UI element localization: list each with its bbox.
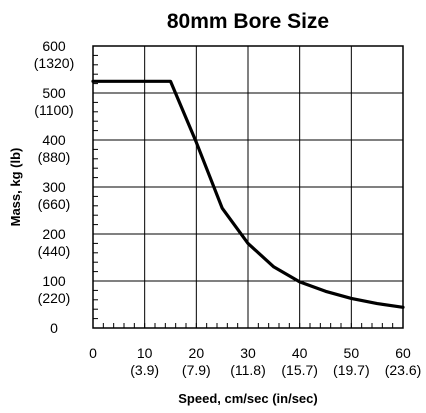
series-line <box>91 79 405 309</box>
y-tick-label: 200 <box>42 226 66 242</box>
x-tick-sublabel: (7.9) <box>182 362 211 378</box>
x-tick-label: 30 <box>240 345 256 361</box>
x-tick-sublabel: (19.7) <box>333 362 370 378</box>
y-axis-label: Mass, kg (lb) <box>8 148 23 227</box>
x-tick-label: 20 <box>189 345 205 361</box>
minor-ticks <box>92 45 404 329</box>
y-tick-label: 0 <box>50 320 58 336</box>
y-tick-label: 500 <box>42 85 66 101</box>
plot-frame <box>92 45 404 329</box>
x-axis-label: Speed, cm/sec (in/sec) <box>178 391 317 406</box>
x-tick-label: 40 <box>292 345 308 361</box>
y-tick-label: 100 <box>42 273 66 289</box>
x-tick-sublabel: (23.6) <box>385 362 422 378</box>
y-tick-sublabel: (440) <box>38 243 71 259</box>
x-tick-label: 10 <box>137 345 153 361</box>
y-tick-sublabel: (1320) <box>34 55 74 71</box>
x-tick-label: 0 <box>89 345 97 361</box>
x-tick-sublabel: (11.8) <box>230 362 266 378</box>
y-tick-sublabel: (220) <box>38 290 71 306</box>
chart-title: 80mm Bore Size <box>167 10 329 33</box>
y-tick-label: 300 <box>42 179 66 195</box>
y-tick-sublabel: (660) <box>38 196 71 212</box>
x-tick-labels: 0 10(3.9) 20(7.9) 30(11.8) 40(15.7) 50(19.7) 6… <box>89 345 421 378</box>
y-tick-label: 400 <box>42 132 66 148</box>
y-tick-label: 600 <box>42 38 66 54</box>
y-tick-sublabel: (1100) <box>34 102 73 118</box>
x-tick-label: 50 <box>344 345 360 361</box>
y-tick-sublabel: (880) <box>38 149 71 165</box>
x-tick-sublabel: (15.7) <box>281 362 318 378</box>
grid-lines <box>93 46 403 328</box>
x-tick-sublabel: (3.9) <box>130 362 159 378</box>
x-tick-label: 60 <box>395 345 411 361</box>
y-tick-labels: 0 100(220) 200(440) 300(660) 400(880) 500(110… <box>34 38 74 336</box>
